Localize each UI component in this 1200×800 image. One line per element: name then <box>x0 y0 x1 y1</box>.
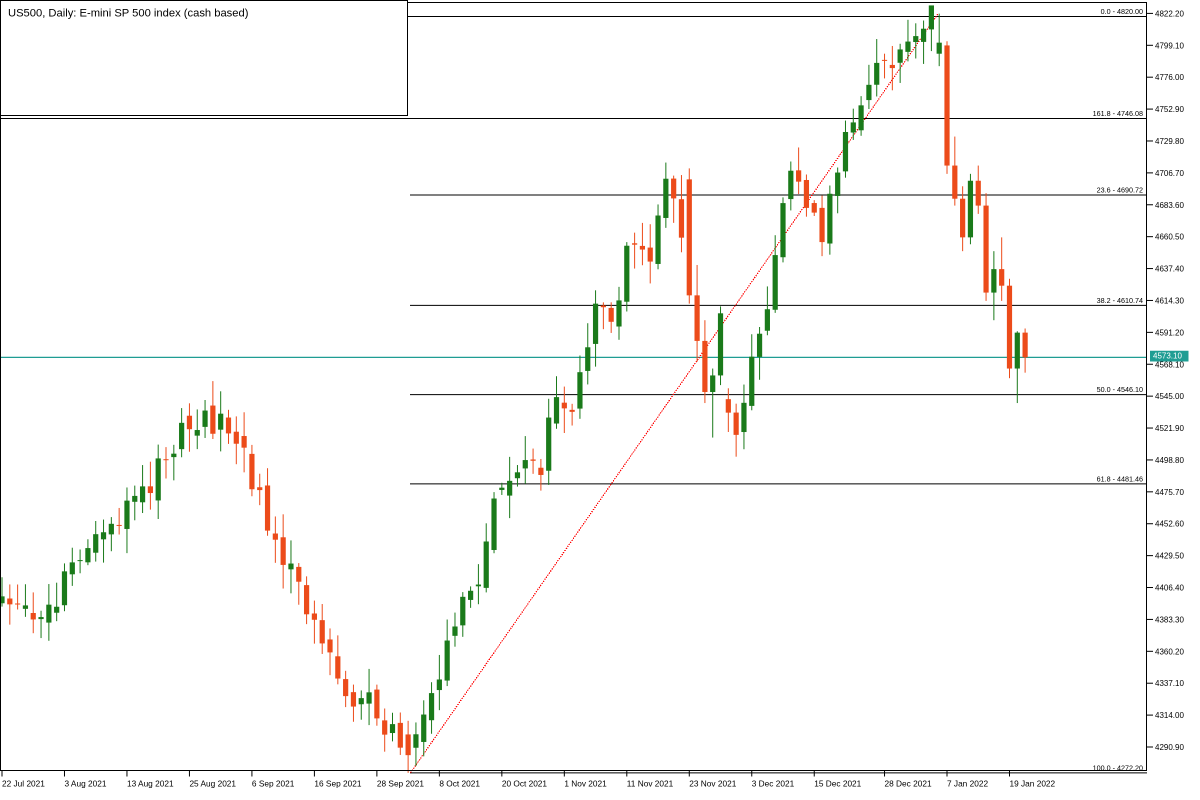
svg-text:4406.40: 4406.40 <box>1155 584 1184 593</box>
svg-text:7 Jan 2022: 7 Jan 2022 <box>947 779 988 789</box>
svg-text:4314.00: 4314.00 <box>1155 711 1184 720</box>
svg-text:50.0 - 4546.10: 50.0 - 4546.10 <box>1097 385 1143 394</box>
svg-text:4729.80: 4729.80 <box>1155 137 1184 146</box>
svg-text:23.6 - 4690.72: 23.6 - 4690.72 <box>1097 185 1143 194</box>
svg-text:4660.50: 4660.50 <box>1155 233 1184 242</box>
svg-text:28 Dec 2021: 28 Dec 2021 <box>885 779 932 789</box>
svg-text:28 Sep 2021: 28 Sep 2021 <box>377 779 424 789</box>
svg-text:4337.10: 4337.10 <box>1155 679 1184 688</box>
svg-text:20 Oct 2021: 20 Oct 2021 <box>502 779 548 789</box>
svg-text:38.2 - 4610.74: 38.2 - 4610.74 <box>1097 296 1143 305</box>
svg-text:4637.40: 4637.40 <box>1155 265 1184 274</box>
svg-text:4591.20: 4591.20 <box>1155 328 1184 337</box>
svg-text:11 Nov 2021: 11 Nov 2021 <box>627 779 674 789</box>
svg-text:4573.10: 4573.10 <box>1153 352 1182 361</box>
svg-text:13 Aug 2021: 13 Aug 2021 <box>127 779 174 789</box>
svg-text:US500, Daily: E-mini SP 500 i: US500, Daily: E-mini SP 500 index (cash … <box>8 8 249 20</box>
svg-text:4521.90: 4521.90 <box>1155 424 1184 433</box>
svg-text:4360.20: 4360.20 <box>1155 647 1184 656</box>
svg-text:1 Nov 2021: 1 Nov 2021 <box>564 779 607 789</box>
svg-text:4706.70: 4706.70 <box>1155 169 1184 178</box>
svg-text:0.0 - 4820.00: 0.0 - 4820.00 <box>1101 7 1143 16</box>
svg-text:15 Dec 2021: 15 Dec 2021 <box>814 779 861 789</box>
svg-text:4429.50: 4429.50 <box>1155 552 1184 561</box>
svg-text:4822.20: 4822.20 <box>1155 9 1184 18</box>
svg-text:19 Jan 2022: 19 Jan 2022 <box>1009 779 1055 789</box>
svg-text:4568.10: 4568.10 <box>1155 360 1184 369</box>
svg-text:4290.90: 4290.90 <box>1155 743 1184 752</box>
svg-text:4752.90: 4752.90 <box>1155 105 1184 114</box>
svg-text:4683.60: 4683.60 <box>1155 201 1184 210</box>
svg-text:4475.70: 4475.70 <box>1155 488 1184 497</box>
svg-text:8 Oct 2021: 8 Oct 2021 <box>439 779 480 789</box>
svg-text:22 Jul 2021: 22 Jul 2021 <box>2 779 45 789</box>
svg-text:4614.30: 4614.30 <box>1155 296 1184 305</box>
svg-text:3 Aug 2021: 3 Aug 2021 <box>64 779 106 789</box>
svg-text:6 Sep 2021: 6 Sep 2021 <box>252 779 295 789</box>
svg-text:61.8 - 4481.46: 61.8 - 4481.46 <box>1097 474 1143 483</box>
svg-text:4498.80: 4498.80 <box>1155 456 1184 465</box>
svg-text:4545.00: 4545.00 <box>1155 392 1184 401</box>
svg-text:4776.00: 4776.00 <box>1155 73 1184 82</box>
svg-text:25 Aug 2021: 25 Aug 2021 <box>189 779 236 789</box>
svg-text:16 Sep 2021: 16 Sep 2021 <box>314 779 361 789</box>
svg-text:4452.60: 4452.60 <box>1155 520 1184 529</box>
svg-text:161.8 - 4746.08: 161.8 - 4746.08 <box>1093 109 1143 118</box>
svg-text:4799.10: 4799.10 <box>1155 41 1184 50</box>
svg-text:3 Dec 2021: 3 Dec 2021 <box>752 779 795 789</box>
svg-text:23 Nov 2021: 23 Nov 2021 <box>689 779 736 789</box>
svg-text:4383.30: 4383.30 <box>1155 615 1184 624</box>
